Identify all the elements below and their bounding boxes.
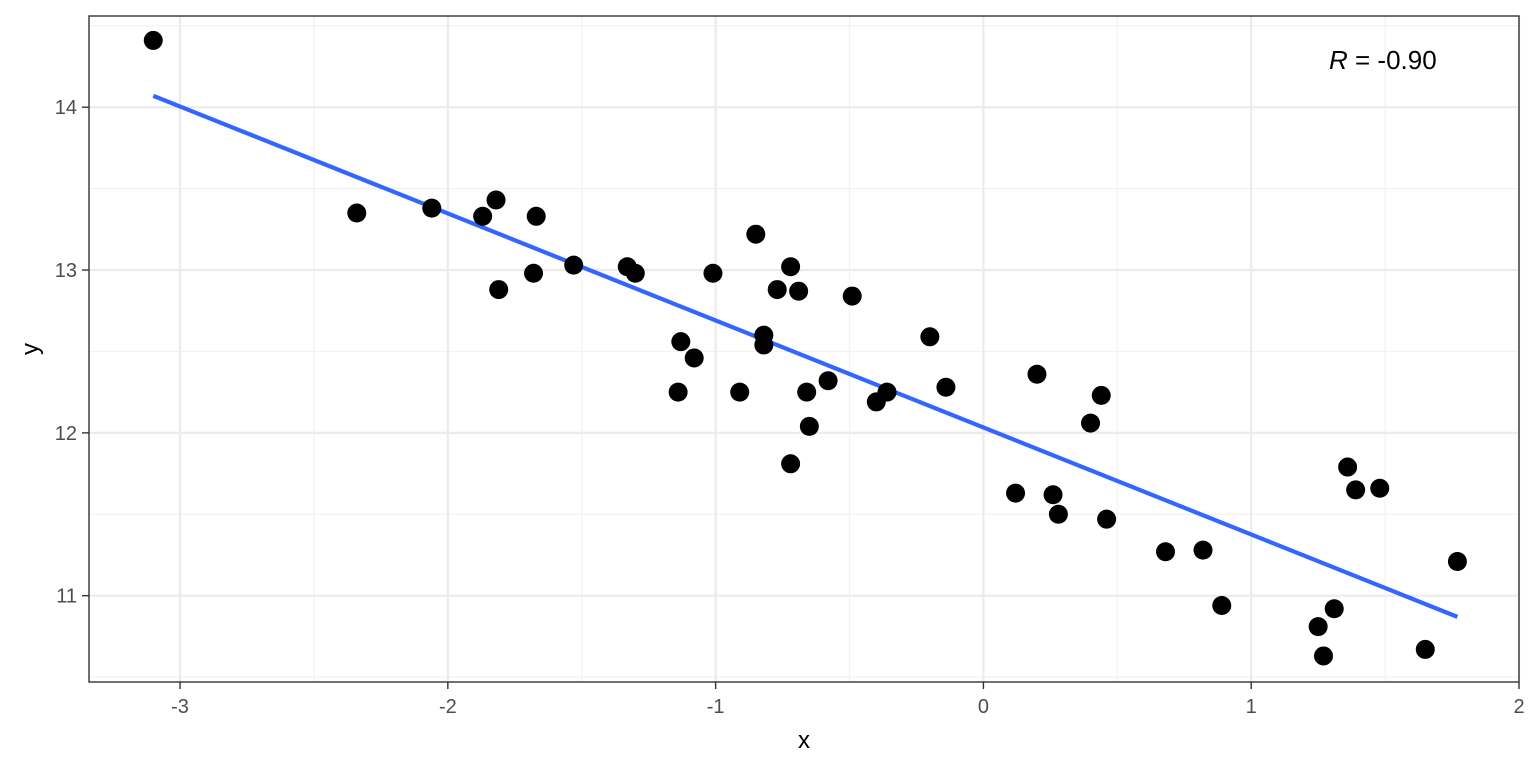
data-point bbox=[1193, 540, 1213, 560]
data-point bbox=[422, 198, 442, 218]
data-point bbox=[1370, 478, 1390, 498]
x-tick-label: 1 bbox=[1246, 696, 1257, 718]
data-point bbox=[789, 281, 809, 301]
correlation-value: = -0.90 bbox=[1348, 45, 1437, 75]
y-tick-label: 12 bbox=[55, 423, 77, 445]
y-axis: 11 12 13 14 bbox=[55, 97, 89, 608]
y-tick-label: 13 bbox=[55, 260, 77, 282]
data-point bbox=[754, 335, 774, 355]
data-point bbox=[668, 382, 688, 402]
data-point bbox=[473, 206, 493, 226]
plot-panel-border bbox=[88, 15, 1520, 683]
data-point bbox=[1212, 595, 1232, 615]
data-point bbox=[1156, 542, 1176, 562]
data-point bbox=[842, 286, 862, 306]
data-point bbox=[486, 190, 506, 210]
data-point bbox=[703, 263, 723, 283]
y-tick-label: 11 bbox=[56, 586, 77, 608]
x-tick-label: -3 bbox=[171, 696, 189, 718]
y-tick-label: 14 bbox=[55, 97, 77, 119]
data-point bbox=[1415, 639, 1435, 659]
data-point bbox=[684, 348, 704, 368]
data-point bbox=[1314, 646, 1334, 666]
data-point bbox=[143, 30, 163, 50]
data-point bbox=[1043, 485, 1063, 505]
data-points-layer bbox=[143, 30, 1467, 666]
data-point bbox=[781, 257, 801, 277]
data-point bbox=[1081, 413, 1101, 433]
minor-gridlines bbox=[89, 16, 1519, 682]
data-point bbox=[625, 263, 645, 283]
regression-line-layer bbox=[152, 93, 1459, 619]
data-point bbox=[781, 454, 801, 474]
correlation-symbol: R bbox=[1329, 45, 1348, 75]
x-tick-label: -2 bbox=[439, 696, 457, 718]
data-point bbox=[1338, 457, 1358, 477]
data-point bbox=[564, 255, 584, 275]
x-axis-title: x bbox=[798, 727, 810, 754]
data-point bbox=[1091, 385, 1111, 405]
data-point bbox=[1048, 504, 1068, 524]
data-point bbox=[1324, 599, 1344, 619]
data-point bbox=[1027, 364, 1047, 384]
data-point bbox=[877, 382, 897, 402]
data-point bbox=[526, 206, 546, 226]
data-point bbox=[730, 382, 750, 402]
x-tick-label: 0 bbox=[978, 696, 989, 718]
y-axis-title: y bbox=[17, 343, 44, 355]
regression-line bbox=[152, 93, 1459, 619]
data-point bbox=[920, 327, 940, 347]
data-point bbox=[347, 203, 367, 223]
data-point bbox=[1308, 617, 1328, 637]
data-point bbox=[1346, 480, 1366, 500]
x-axis: -3 -2 -1 0 1 2 bbox=[171, 682, 1525, 718]
data-point bbox=[799, 416, 819, 436]
data-point bbox=[818, 371, 838, 391]
data-point bbox=[489, 280, 509, 300]
correlation-annotation: R = -0.90 bbox=[1329, 45, 1437, 75]
data-point bbox=[524, 263, 544, 283]
data-point bbox=[1097, 509, 1117, 529]
data-point bbox=[936, 377, 956, 397]
data-point bbox=[671, 332, 691, 352]
data-point bbox=[797, 382, 817, 402]
x-tick-label: 2 bbox=[1513, 696, 1524, 718]
data-point bbox=[746, 224, 766, 244]
data-point bbox=[767, 280, 787, 300]
x-tick-label: -1 bbox=[707, 696, 725, 718]
data-point bbox=[1447, 552, 1467, 572]
data-point bbox=[1006, 483, 1026, 503]
